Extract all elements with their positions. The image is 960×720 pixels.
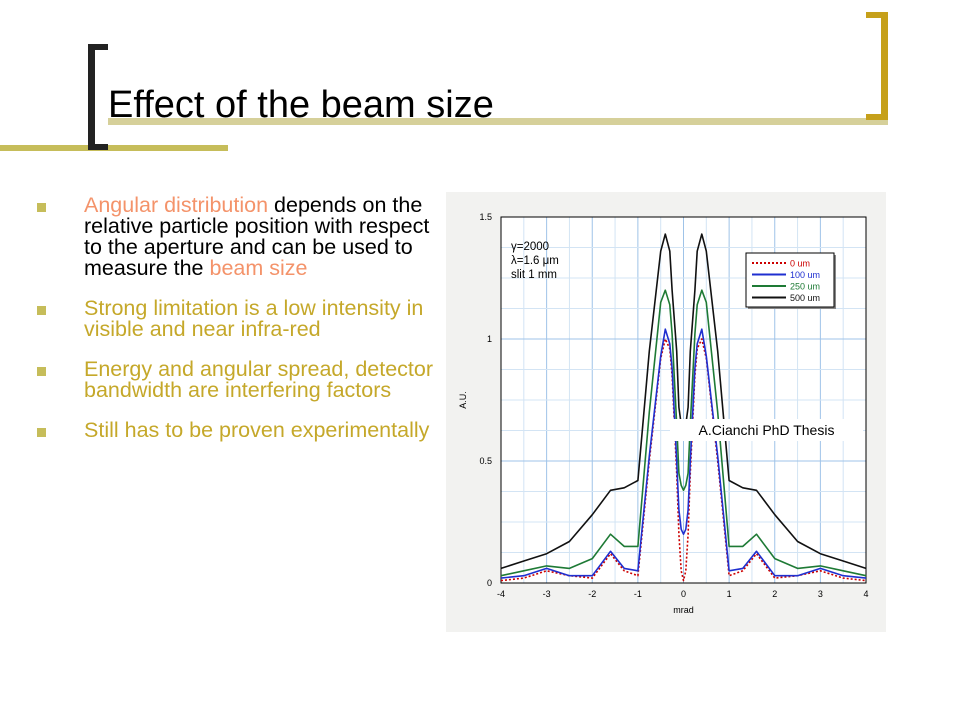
x-tick-label: 3 [818, 589, 823, 599]
slide-title: Effect of the beam size [108, 84, 494, 126]
series-line-1 [500, 328, 867, 579]
bullet-text: Strong limitation is a low intensity in … [84, 296, 424, 341]
left-bracket [88, 44, 108, 150]
accent-line [0, 145, 228, 151]
y-tick-label: 0.5 [479, 456, 492, 466]
chart-panel: -4 -3 -2 -1 0 1 2 3 4 0 0.5 1 1.5 mrad A.U. γ=2000 λ=1.6… [446, 192, 886, 632]
x-tick-label: 2 [772, 589, 777, 599]
x-tick-label: -2 [588, 589, 596, 599]
x-tick-label: 1 [727, 589, 732, 599]
credit-label: A.Cianchi PhD Thesis [670, 419, 863, 441]
x-tick-label: 0 [681, 589, 686, 599]
bullet-item: Still has to be proven experimentally [34, 418, 434, 442]
bullet-item: Strong limitation is a low intensity in … [34, 296, 434, 341]
bullet-text: Energy and angular spread, detector band… [84, 357, 434, 402]
y-tick-label: 0 [487, 578, 492, 588]
legend-label: 250 um [790, 282, 820, 292]
chart-annotation: λ=1.6 μm [511, 255, 559, 267]
y-tick-label: 1.5 [479, 212, 492, 222]
series-line-2 [500, 289, 867, 577]
x-tick-label: -4 [497, 589, 505, 599]
title-underline [108, 118, 888, 125]
legend-label: 0 um [790, 259, 810, 269]
bullet-list: Angular distribution depends on the rela… [34, 193, 434, 460]
chart-annotation: γ=2000 [511, 241, 549, 253]
bullet-marker [37, 367, 46, 376]
bullet-marker [37, 306, 46, 315]
bullet-text: depends on the relative particle positio… [84, 193, 430, 280]
bullet-text: Still has to be proven experimentally [84, 418, 430, 442]
series-line-0 [500, 338, 867, 582]
y-axis-label: A.U. [458, 391, 468, 409]
chart: -4 -3 -2 -1 0 1 2 3 4 0 0.5 1 1.5 mrad A.U. γ=2000 λ=1.6… [458, 212, 869, 615]
legend-label: 500 um [790, 293, 820, 303]
right-bracket [866, 12, 888, 120]
bullet-marker [37, 428, 46, 437]
bullet-text: Angular distribution [84, 193, 269, 217]
x-axis-label: mrad [673, 605, 694, 615]
x-tick-label: -3 [543, 589, 551, 599]
bullet-item: Energy and angular spread, detector band… [34, 357, 434, 402]
x-tick-label: 4 [863, 589, 868, 599]
bullet-text: beam size [209, 256, 308, 280]
y-tick-label: 1 [487, 334, 492, 344]
bullet-item: Angular distribution depends on the rela… [34, 193, 434, 280]
plot-frame [500, 216, 867, 584]
x-tick-label: -1 [634, 589, 642, 599]
bullet-marker [37, 203, 46, 212]
legend-label: 100 um [790, 270, 820, 280]
chart-annotation: slit 1 mm [511, 269, 557, 281]
